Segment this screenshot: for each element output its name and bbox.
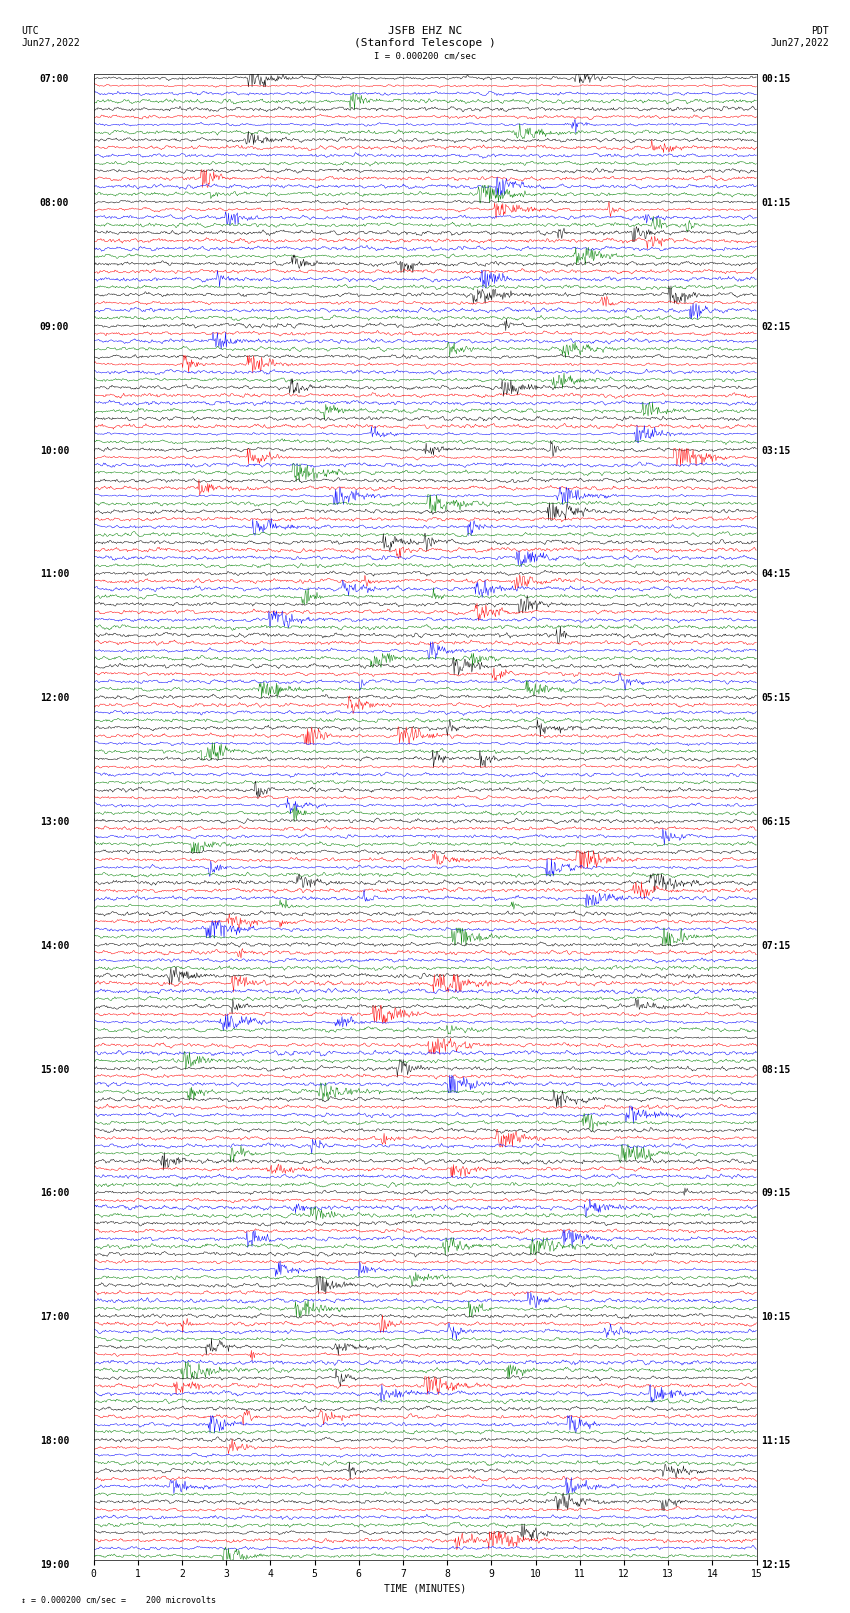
Text: 07:00: 07:00 <box>40 74 69 84</box>
Text: 15:00: 15:00 <box>40 1065 69 1074</box>
Text: 11:15: 11:15 <box>761 1436 790 1445</box>
Text: PDT: PDT <box>811 26 829 37</box>
Text: UTC: UTC <box>21 26 39 37</box>
Text: 18:00: 18:00 <box>40 1436 69 1445</box>
Text: 00:15: 00:15 <box>761 74 790 84</box>
Text: 02:15: 02:15 <box>761 323 790 332</box>
Text: 04:15: 04:15 <box>761 569 790 579</box>
Text: 12:15: 12:15 <box>761 1560 790 1569</box>
Text: 01:15: 01:15 <box>761 198 790 208</box>
Text: I = 0.000200 cm/sec: I = 0.000200 cm/sec <box>374 52 476 60</box>
Text: 07:15: 07:15 <box>761 940 790 950</box>
X-axis label: TIME (MINUTES): TIME (MINUTES) <box>384 1584 466 1594</box>
Text: JSFB EHZ NC: JSFB EHZ NC <box>388 26 462 37</box>
Text: 17:00: 17:00 <box>40 1313 69 1323</box>
Text: (Stanford Telescope ): (Stanford Telescope ) <box>354 39 496 48</box>
Text: 03:15: 03:15 <box>761 445 790 455</box>
Text: 09:00: 09:00 <box>40 323 69 332</box>
Text: 08:15: 08:15 <box>761 1065 790 1074</box>
Text: 12:00: 12:00 <box>40 694 69 703</box>
Text: Jun27,2022: Jun27,2022 <box>21 39 80 48</box>
Text: 06:15: 06:15 <box>761 818 790 827</box>
Text: 10:00: 10:00 <box>40 445 69 455</box>
Text: 19:00: 19:00 <box>40 1560 69 1569</box>
Text: 13:00: 13:00 <box>40 818 69 827</box>
Text: Jun27,2022: Jun27,2022 <box>770 39 829 48</box>
Text: 09:15: 09:15 <box>761 1189 790 1198</box>
Text: 16:00: 16:00 <box>40 1189 69 1198</box>
Text: 14:00: 14:00 <box>40 940 69 950</box>
Text: 05:15: 05:15 <box>761 694 790 703</box>
Text: 10:15: 10:15 <box>761 1313 790 1323</box>
Text: 08:00: 08:00 <box>40 198 69 208</box>
Text: ↕ = 0.000200 cm/sec =    200 microvolts: ↕ = 0.000200 cm/sec = 200 microvolts <box>21 1595 216 1605</box>
Text: 11:00: 11:00 <box>40 569 69 579</box>
